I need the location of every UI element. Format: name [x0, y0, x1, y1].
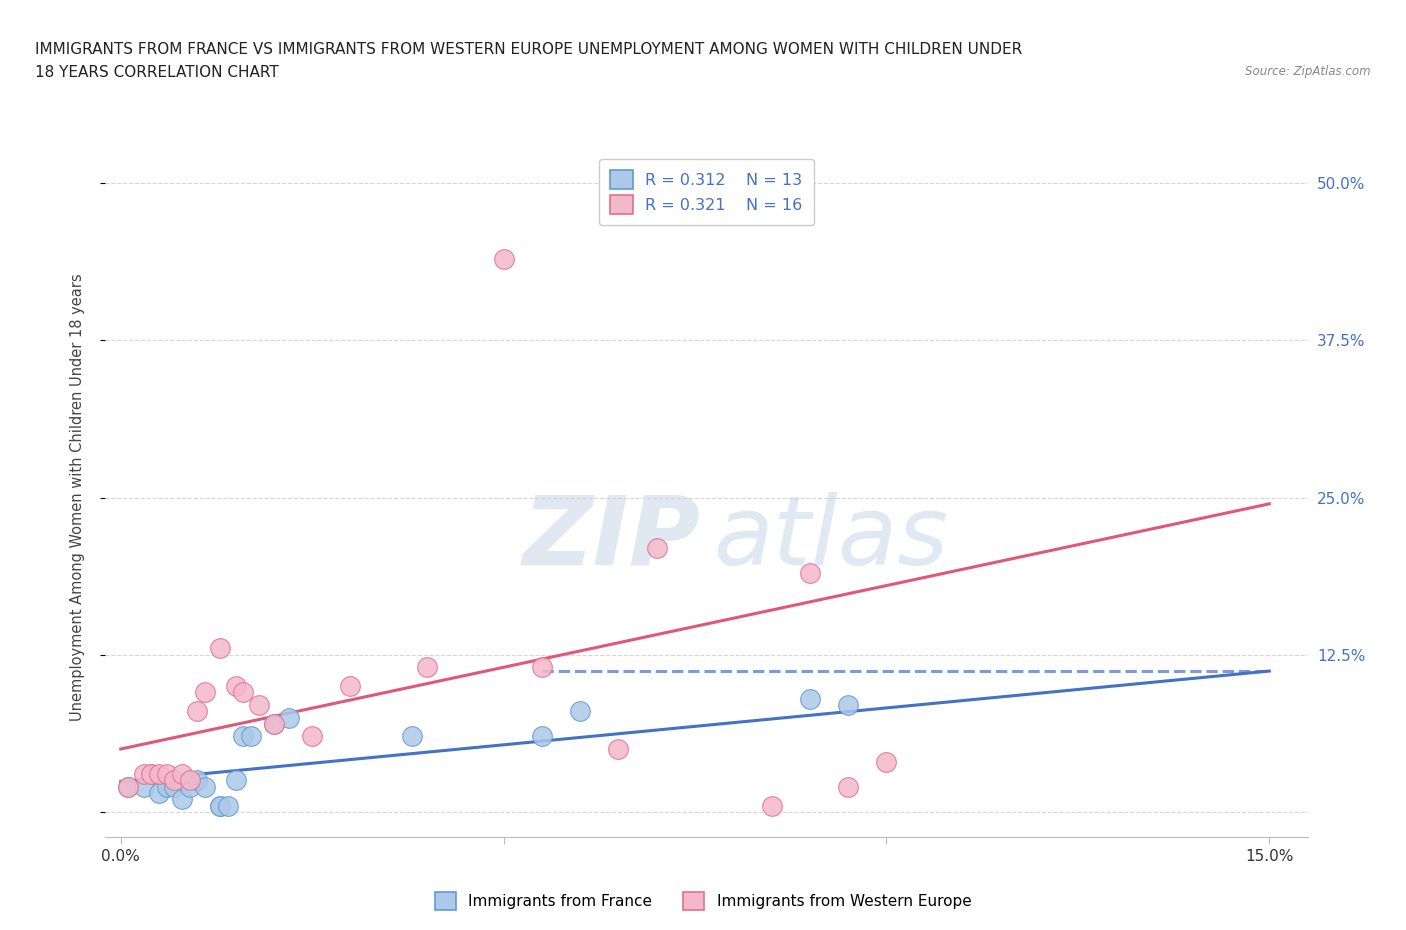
Point [179, 773, 201, 788]
Point [232, 685, 254, 700]
Text: ZIP: ZIP [523, 492, 700, 585]
Point [186, 773, 208, 788]
Point [141, 766, 163, 781]
Text: IMMIGRANTS FROM FRANCE VS IMMIGRANTS FROM WESTERN EUROPE UNEMPLOYMENT AMONG WOME: IMMIGRANTS FROM FRANCE VS IMMIGRANTS FRO… [35, 42, 1022, 57]
Point [401, 729, 423, 744]
Point [761, 798, 783, 813]
Point [170, 766, 193, 781]
Point [186, 704, 208, 719]
Point [247, 698, 270, 712]
Point [530, 660, 553, 675]
Point [117, 779, 139, 794]
Point [209, 798, 232, 813]
Point [209, 798, 232, 813]
Point [132, 766, 155, 781]
Point [607, 741, 630, 756]
Point [263, 716, 285, 731]
Point [416, 660, 439, 675]
Y-axis label: Unemployment Among Women with Children Under 18 years: Unemployment Among Women with Children U… [70, 273, 84, 722]
Point [148, 766, 170, 781]
Point [278, 711, 301, 725]
Point [837, 698, 859, 712]
Point [225, 773, 247, 788]
Point [163, 773, 186, 788]
Legend: Immigrants from France, Immigrants from Western Europe: Immigrants from France, Immigrants from … [427, 884, 979, 918]
Text: atlas: atlas [713, 492, 948, 585]
Point [117, 779, 139, 794]
Point [263, 716, 285, 731]
Point [492, 251, 515, 266]
Point [209, 641, 232, 656]
Point [217, 798, 239, 813]
Point [194, 685, 217, 700]
Point [141, 766, 163, 781]
Point [148, 786, 170, 801]
Point [239, 729, 262, 744]
Point [530, 729, 553, 744]
Point [339, 679, 361, 694]
Text: 18 YEARS CORRELATION CHART: 18 YEARS CORRELATION CHART [35, 65, 278, 80]
Point [645, 540, 668, 555]
Point [301, 729, 323, 744]
Point [170, 791, 193, 806]
Point [232, 729, 254, 744]
Point [156, 766, 179, 781]
Point [179, 779, 201, 794]
Legend: R = 0.312    N = 13, R = 0.321    N = 16: R = 0.312 N = 13, R = 0.321 N = 16 [599, 159, 814, 225]
Point [163, 779, 186, 794]
Point [132, 779, 155, 794]
Point [799, 691, 821, 706]
Point [225, 679, 247, 694]
Point [875, 754, 897, 769]
Text: Source: ZipAtlas.com: Source: ZipAtlas.com [1246, 65, 1371, 78]
Point [569, 704, 592, 719]
Point [156, 779, 179, 794]
Point [837, 779, 859, 794]
Point [194, 779, 217, 794]
Point [799, 565, 821, 580]
